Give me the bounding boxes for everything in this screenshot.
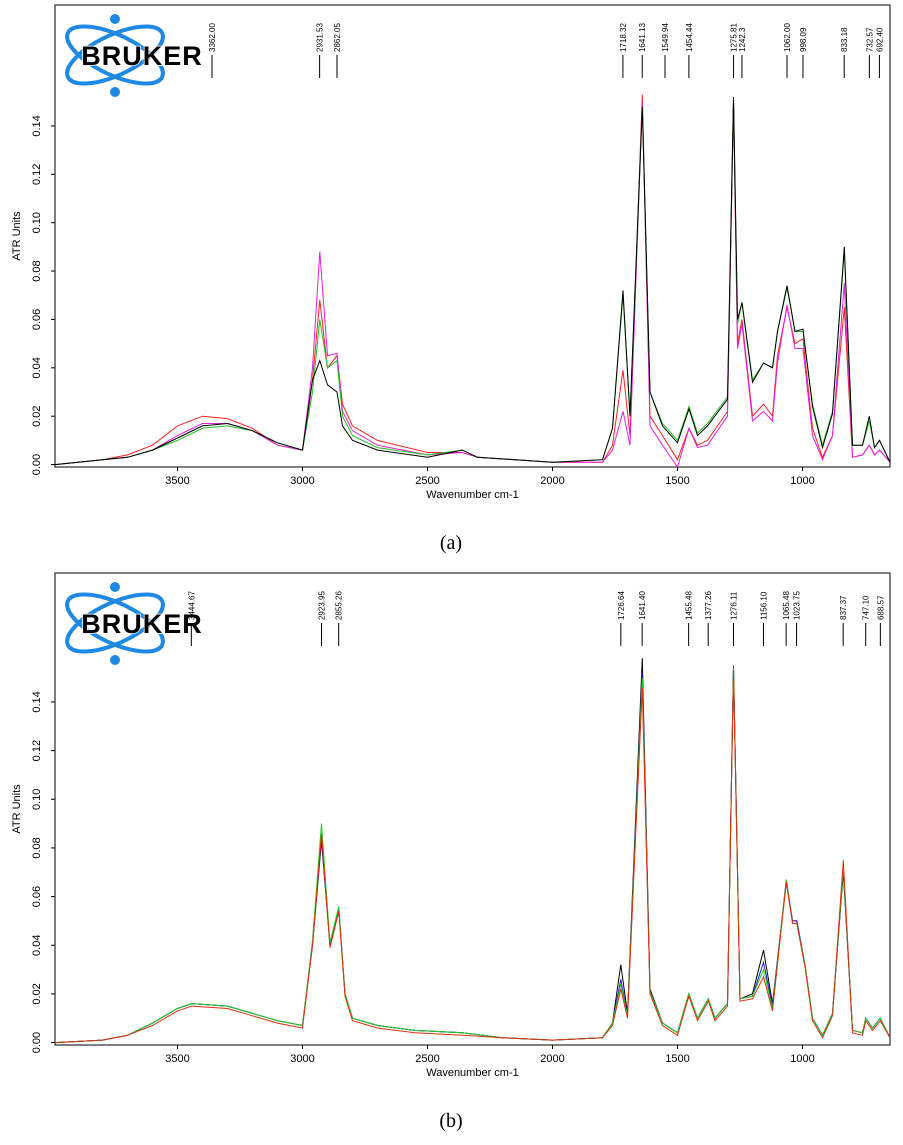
x-tick-label: 2000 xyxy=(540,1053,564,1065)
y-tick-label: 0.14 xyxy=(31,691,43,712)
peak-label: 1242.3 xyxy=(738,27,747,52)
spectrum-line xyxy=(55,101,890,466)
peak-label: 1377.26 xyxy=(704,591,713,620)
x-axis-label: Wavenumber cm-1 xyxy=(426,1067,519,1079)
y-tick-label: 0.10 xyxy=(31,789,43,810)
spectrum-line xyxy=(55,101,890,467)
peak-label: 2855.26 xyxy=(335,591,344,620)
spectrum-line xyxy=(55,96,890,466)
x-axis-label: Wavenumber cm-1 xyxy=(426,489,519,501)
peak-label: 1276.11 xyxy=(729,591,738,620)
panel-caption: (b) xyxy=(439,1110,462,1132)
peak-label: 732.57 xyxy=(865,27,874,52)
x-tick-label: 2500 xyxy=(415,1053,439,1065)
logo-dot xyxy=(110,87,120,97)
y-axis-label: ATR Units xyxy=(11,784,23,834)
peak-label: 688.57 xyxy=(876,595,885,620)
peak-label: 1023.75 xyxy=(793,591,802,620)
peak-label: 2923.95 xyxy=(318,591,327,620)
peak-label: 1156.10 xyxy=(759,591,768,620)
logo-dot xyxy=(110,655,120,665)
x-tick-label: 3000 xyxy=(290,1053,314,1065)
peak-label: 998.09 xyxy=(799,27,808,52)
x-tick-label: 1500 xyxy=(665,475,689,487)
peak-label: 3444.67 xyxy=(187,591,196,620)
y-tick-label: 0.08 xyxy=(31,837,43,858)
y-tick-label: 0.02 xyxy=(31,405,43,426)
plot-frame xyxy=(54,4,891,468)
y-tick-label: 0.02 xyxy=(31,983,43,1004)
x-tick-label: 2500 xyxy=(415,475,439,487)
peak-label: 1726.64 xyxy=(617,591,626,620)
panel-caption: (a) xyxy=(440,532,462,554)
logo-orbit xyxy=(65,592,165,654)
spectrum-line xyxy=(55,94,890,466)
peak-label: 2862.05 xyxy=(333,23,342,52)
y-tick-label: 0.00 xyxy=(31,454,43,475)
y-tick-label: 0.06 xyxy=(31,886,43,907)
peak-label: 1641.13 xyxy=(638,23,647,52)
peak-label: 1549.94 xyxy=(661,23,670,52)
x-tick-label: 3000 xyxy=(290,475,314,487)
spectrum-line xyxy=(55,670,890,1044)
y-tick-label: 0.04 xyxy=(31,935,43,956)
logo-orbit xyxy=(65,24,165,86)
peak-label: 692.40 xyxy=(875,27,884,52)
y-tick-label: 0.12 xyxy=(31,164,43,185)
x-tick-label: 1500 xyxy=(665,1053,689,1065)
peak-label: 3362.00 xyxy=(208,23,217,52)
plot-frame xyxy=(54,572,891,1046)
peak-label: 1454.44 xyxy=(685,23,694,52)
peak-label: 837.37 xyxy=(839,595,848,620)
y-tick-label: 0.00 xyxy=(31,1032,43,1053)
logo-orbit xyxy=(65,24,165,86)
x-tick-label: 1000 xyxy=(790,475,814,487)
logo-orbit xyxy=(65,592,165,654)
peak-label: 1065.48 xyxy=(782,591,791,620)
x-tick-label: 3500 xyxy=(165,475,189,487)
y-tick-label: 0.06 xyxy=(31,309,43,330)
y-tick-label: 0.12 xyxy=(31,740,43,761)
x-tick-label: 2000 xyxy=(540,475,564,487)
y-tick-label: 0.14 xyxy=(31,115,43,136)
peak-label: 747.10 xyxy=(862,595,871,620)
spectrum-line xyxy=(55,658,890,1044)
peak-label: 1455.48 xyxy=(685,591,694,620)
peak-label: 833.18 xyxy=(840,27,849,52)
y-axis-label: ATR Units xyxy=(11,211,23,261)
logo: BRUKER xyxy=(65,14,203,97)
peak-label: 1275.81 xyxy=(730,23,739,52)
x-tick-label: 1000 xyxy=(790,1053,814,1065)
y-tick-label: 0.08 xyxy=(31,260,43,281)
y-tick-label: 0.10 xyxy=(31,212,43,233)
peak-label: 1062.00 xyxy=(783,23,792,52)
x-tick-label: 3500 xyxy=(165,1053,189,1065)
logo-text: BRUKER xyxy=(81,41,203,71)
peak-label: 1641.40 xyxy=(638,591,647,620)
logo-dot xyxy=(110,582,120,592)
spectrum-line xyxy=(55,667,890,1044)
logo: BRUKER xyxy=(65,582,203,665)
peak-label: 2931.53 xyxy=(316,23,325,52)
spectrum-line xyxy=(55,665,890,1044)
peak-label: 1718.32 xyxy=(619,23,628,52)
logo-text: BRUKER xyxy=(81,609,203,639)
logo-dot xyxy=(110,14,120,24)
y-tick-label: 0.04 xyxy=(31,357,43,378)
